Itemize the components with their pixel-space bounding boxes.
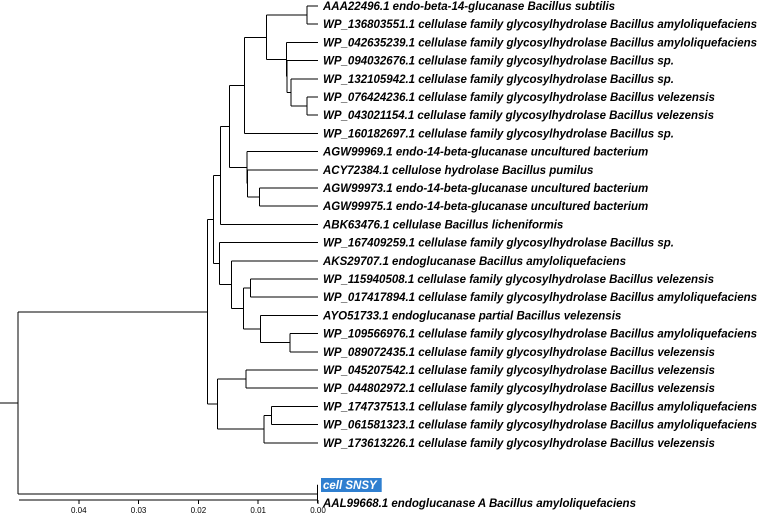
leaf-labels: AAA22496.1 endo-beta-14-glucanase Bacill… bbox=[321, 1, 757, 510]
leaf-label-L7[interactable]: WP_043021154.1 cellulase family glycosyl… bbox=[323, 110, 714, 122]
leaf-label-L6[interactable]: WP_076424236.1 cellulase family glycosyl… bbox=[323, 92, 715, 104]
selected-leaf-highlight bbox=[321, 478, 382, 492]
leaf-label-L11[interactable]: AGW99973.1 endo-14-beta-glucanase uncult… bbox=[322, 183, 648, 195]
leaf-label-L13[interactable]: ABK63476.1 cellulase Bacillus lichenifor… bbox=[322, 219, 563, 231]
leaf-label-L8[interactable]: WP_160182697.1 cellulase family glycosyl… bbox=[323, 128, 674, 140]
leaf-label-L15[interactable]: AKS29707.1 endoglucanase Bacillus amylol… bbox=[322, 256, 626, 268]
leaf-label-L18[interactable]: AYO51733.1 endoglucanase partial Bacillu… bbox=[322, 310, 621, 322]
distance-axis: 0.04 0.03 0.02 0.01 0.00 bbox=[19, 499, 326, 515]
axis-tick-label: 0.03 bbox=[131, 506, 147, 515]
leaf-label-L2[interactable]: WP_136803551.1 cellulase family glycosyl… bbox=[323, 19, 757, 31]
leaf-label-L19[interactable]: WP_109566976.1 cellulase family glycosyl… bbox=[323, 329, 757, 341]
leaf-label-L3[interactable]: WP_042635239.1 cellulase family glycosyl… bbox=[323, 37, 757, 49]
axis-tick-label: 0.00 bbox=[310, 506, 326, 515]
leaf-label-L20[interactable]: WP_089072435.1 cellulase family glycosyl… bbox=[323, 347, 715, 359]
leaf-label-L10[interactable]: ACY72384.1 cellulose hydrolase Bacillus … bbox=[322, 165, 593, 177]
tree-branches bbox=[0, 5, 318, 504]
leaf-label-L25[interactable]: WP_173613226.1 cellulase family glycosyl… bbox=[323, 438, 715, 450]
leaf-label-L21[interactable]: WP_045207542.1 cellulase family glycosyl… bbox=[323, 365, 715, 377]
leaf-label-L9[interactable]: AGW99969.1 endo-14-beta-glucanase uncult… bbox=[322, 147, 648, 159]
axis-tick-label: 0.02 bbox=[191, 506, 207, 515]
leaf-label-L22[interactable]: WP_044802972.1 cellulase family glycosyl… bbox=[323, 383, 715, 395]
axis-tick-label: 0.04 bbox=[71, 506, 87, 515]
leaf-label-L4[interactable]: WP_094032676.1 cellulase family glycosyl… bbox=[323, 56, 674, 68]
leaf-label-L1[interactable]: AAA22496.1 endo-beta-14-glucanase Bacill… bbox=[322, 1, 615, 13]
leaf-label-L24[interactable]: WP_061581323.1 cellulase family glycosyl… bbox=[323, 420, 757, 432]
leaf-label-L23[interactable]: WP_174737513.1 cellulase family glycosyl… bbox=[323, 401, 757, 413]
leaf-label-L12[interactable]: AGW99975.1 endo-14-beta-glucanase uncult… bbox=[322, 201, 648, 213]
leaf-label-L5[interactable]: WP_132105942.1 cellulase family glycosyl… bbox=[323, 74, 674, 86]
leaf-label-L14[interactable]: WP_167409259.1 cellulase family glycosyl… bbox=[323, 238, 674, 250]
leaf-label-L27[interactable]: AAL99668.1 endoglucanase A Bacillus amyl… bbox=[322, 498, 636, 510]
axis-tick-label: 0.01 bbox=[250, 506, 266, 515]
leaf-label-L26[interactable]: cell SNSY bbox=[323, 480, 378, 492]
leaf-label-L17[interactable]: WP_017417894.1 cellulase family glycosyl… bbox=[323, 292, 757, 304]
leaf-label-L16[interactable]: WP_115940508.1 cellulase family glycosyl… bbox=[323, 274, 714, 286]
